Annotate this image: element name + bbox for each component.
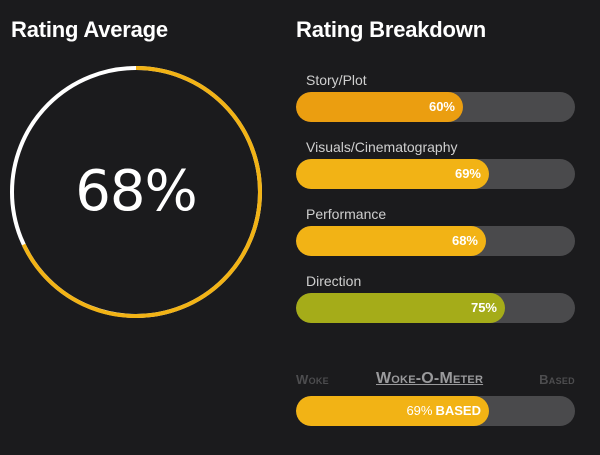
woke-meter-percent: 69%: [406, 403, 433, 418]
woke-meter-fill: [296, 396, 489, 426]
breakdown-label: Direction: [306, 273, 362, 289]
breakdown-label: Story/Plot: [306, 72, 367, 88]
breakdown-percent: 68%: [451, 233, 478, 248]
breakdown-bar-fill: [296, 226, 486, 256]
rating-average-ring: 68%: [8, 64, 264, 320]
breakdown-bar-fill: [296, 159, 489, 189]
woke-label: Woke: [296, 372, 329, 387]
breakdown-percent: 69%: [454, 166, 481, 181]
based-label: Based: [539, 372, 575, 387]
woke-meter-track: 69% BASED: [296, 396, 575, 426]
breakdown-percent: 60%: [428, 99, 455, 114]
breakdown-bar-track: 69%: [296, 159, 575, 189]
rating-average-heading: Rating Average: [11, 17, 168, 42]
breakdown-bar-track: 68%: [296, 226, 575, 256]
rating-ring-chart: [10, 66, 262, 318]
breakdown-bar-fill: [296, 293, 505, 323]
breakdown-bar-track: 75%: [296, 293, 575, 323]
woke-meter-header: Woke Woke-O-Meter Based: [296, 370, 575, 390]
breakdown-label: Performance: [306, 206, 387, 222]
breakdown-bar-fill: [296, 92, 463, 122]
woke-meter-readout: 69% BASED: [406, 396, 481, 426]
breakdown-bar-track: 60%: [296, 92, 575, 122]
woke-meter-verdict: BASED: [435, 403, 481, 418]
breakdown-percent: 75%: [470, 300, 497, 315]
ring-score-arc: [10, 66, 262, 318]
breakdown-label: Visuals/Cinematography: [306, 139, 458, 155]
woke-o-meter-title: Woke-O-Meter: [376, 370, 484, 387]
rating-average-value: 68%: [75, 159, 197, 224]
rating-breakdown-heading: Rating Breakdown: [296, 17, 486, 42]
